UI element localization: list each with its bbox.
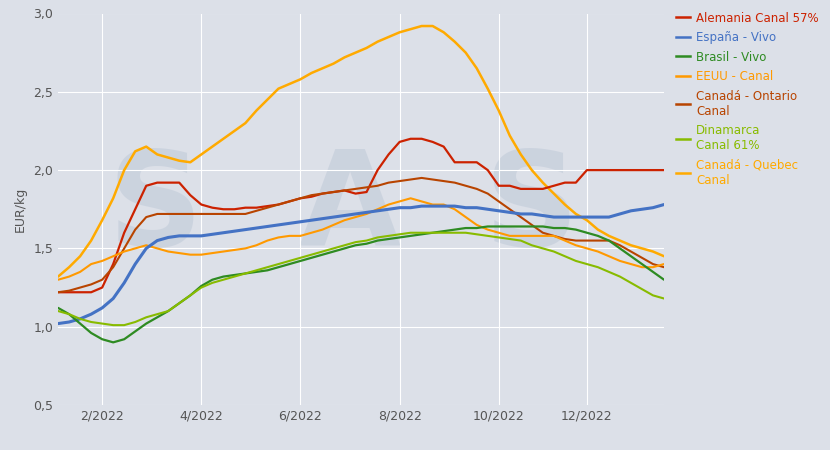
Text: A: A [298, 146, 400, 273]
Text: S: S [108, 146, 203, 273]
Legend: Alemania Canal 57%, España - Vivo, Brasil - Vivo, EEUU - Canal, Canadá - Ontario: Alemania Canal 57%, España - Vivo, Brasi… [676, 12, 818, 187]
Y-axis label: EUR/kg: EUR/kg [13, 187, 27, 232]
Text: S: S [483, 146, 579, 273]
